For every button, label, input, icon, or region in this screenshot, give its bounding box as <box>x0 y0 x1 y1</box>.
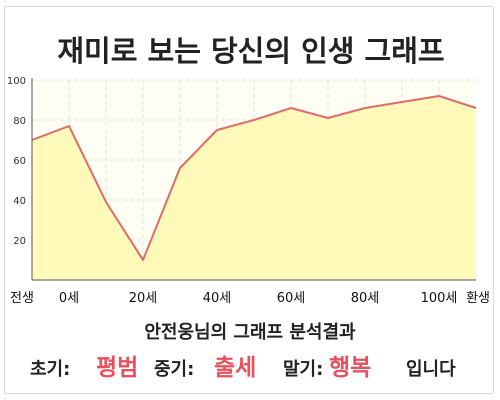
x-tick-label: 20세 <box>129 291 158 306</box>
series-line <box>31 95 477 261</box>
y-tick-label: 100 <box>7 76 26 87</box>
late-value: 행복 <box>329 355 372 381</box>
analysis-heading: 안전웅님의 그래프 분석결과 <box>144 322 356 343</box>
x-tick-label: 40세 <box>203 291 232 306</box>
y-tick-label: 60 <box>13 156 26 167</box>
late-label: 말기: <box>283 359 324 380</box>
x-tick-label: 60세 <box>277 291 306 306</box>
result-suffix: 입니다 <box>406 359 456 380</box>
chart-title: 재미로 보는 당신의 인생 그래프 <box>57 34 444 68</box>
x-tick-labels: 전생 0세 20세 40세 60세 80세 100세 환생 <box>10 291 490 306</box>
x-tick-label: 전생 <box>10 291 34 306</box>
y-tick-labels: 20 40 60 80 100 <box>7 76 26 247</box>
x-tick-label: 100세 <box>421 291 458 306</box>
early-value: 평범 <box>96 355 139 381</box>
x-tick-label: 환생 <box>466 291 490 306</box>
middle-value: 출세 <box>214 355 257 381</box>
y-tick-label: 80 <box>13 116 26 127</box>
middle-label: 중기: <box>154 359 195 380</box>
x-tick-label: 80세 <box>351 291 380 306</box>
axes <box>31 78 476 281</box>
x-tick-label: 0세 <box>59 291 79 306</box>
early-label: 초기: <box>30 359 71 380</box>
y-tick-label: 20 <box>13 236 26 247</box>
y-tick-label: 40 <box>13 196 26 207</box>
area-fill <box>32 96 476 280</box>
life-graph-chart: 재미로 보는 당신의 인생 그래프 20 40 60 80 100 전생 0세 20세 40세… <box>7 34 490 306</box>
result-summary: 초기: 평범 중기: 출세 말기: 행복 입니다 <box>0 346 500 382</box>
